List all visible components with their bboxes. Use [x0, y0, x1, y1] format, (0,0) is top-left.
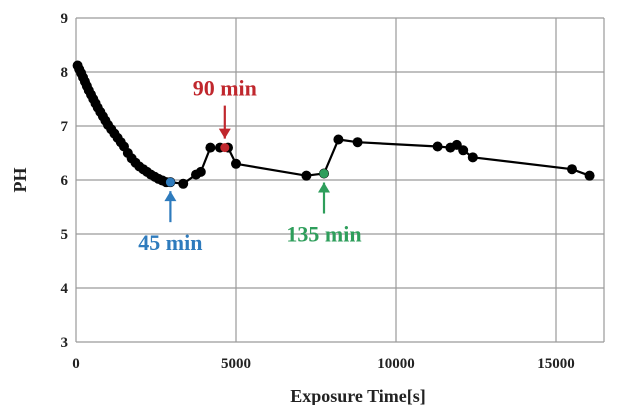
data-point: [458, 145, 469, 156]
highlight-arrow-head: [164, 191, 177, 202]
y-tick-label: 4: [61, 281, 69, 297]
highlight-label: 45 min: [138, 230, 202, 255]
y-tick-label: 8: [61, 65, 69, 81]
highlight-arrow-head: [218, 128, 231, 139]
x-tick-label: 5000: [221, 356, 251, 372]
y-tick-label: 7: [61, 119, 69, 135]
data-point: [195, 166, 206, 177]
data-point: [178, 178, 189, 189]
x-tick-label: 15000: [537, 356, 575, 372]
highlight-point: [319, 169, 329, 179]
y-tick-label: 5: [61, 227, 69, 243]
y-tick-label: 9: [61, 11, 69, 27]
highlight-arrow-head: [318, 182, 330, 193]
x-tick-label: 10000: [377, 356, 415, 372]
data-point: [567, 164, 577, 175]
data-point: [333, 134, 344, 145]
highlight-point: [165, 177, 175, 187]
x-tick-label: 0: [72, 356, 80, 372]
highlight-point: [220, 143, 230, 153]
data-point: [352, 137, 363, 148]
y-axis-title: PH: [10, 168, 30, 193]
data-point: [467, 152, 478, 163]
data-point: [301, 170, 312, 181]
x-axis-title: Exposure Time[s]: [290, 386, 426, 405]
y-tick-label: 3: [61, 335, 69, 351]
data-point: [584, 170, 595, 181]
data-point: [205, 142, 216, 153]
y-tick-label: 6: [61, 173, 69, 189]
data-point: [432, 141, 443, 152]
highlight-label: 135 min: [286, 222, 361, 247]
data-point: [231, 158, 241, 169]
highlight-label: 90 min: [193, 76, 257, 101]
